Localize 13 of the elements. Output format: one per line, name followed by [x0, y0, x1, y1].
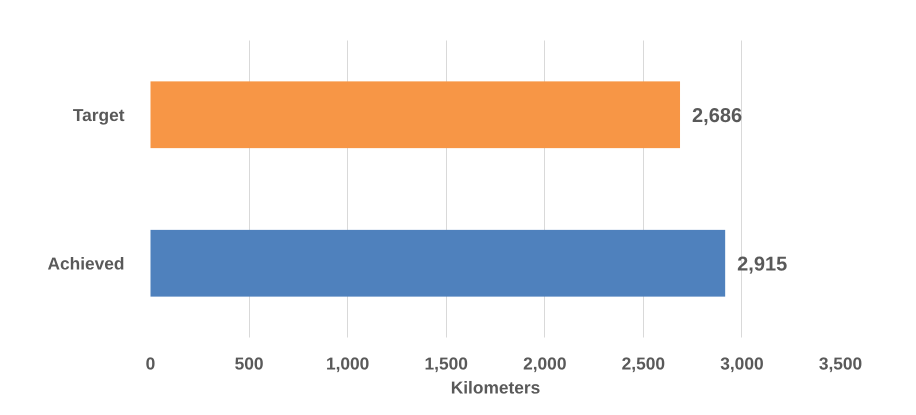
x-tick-label: 2,000 [523, 354, 566, 374]
x-tick-label: 3,500 [818, 354, 862, 374]
x-tick-label: 2,500 [622, 354, 666, 374]
data-label: 2,686 [692, 104, 742, 127]
data-label: 2,915 [737, 253, 788, 276]
x-tick-label: 1,500 [424, 354, 468, 374]
y-tick-label: Achieved [47, 253, 124, 274]
y-tick-label: Target [72, 104, 125, 125]
x-tick-label: 1,000 [326, 354, 370, 374]
x-tick-label: 3,000 [720, 354, 764, 374]
x-tick-label: 500 [234, 354, 264, 374]
x-axis-title: Kilometers [450, 378, 540, 398]
x-tick-label: 0 [146, 354, 156, 374]
